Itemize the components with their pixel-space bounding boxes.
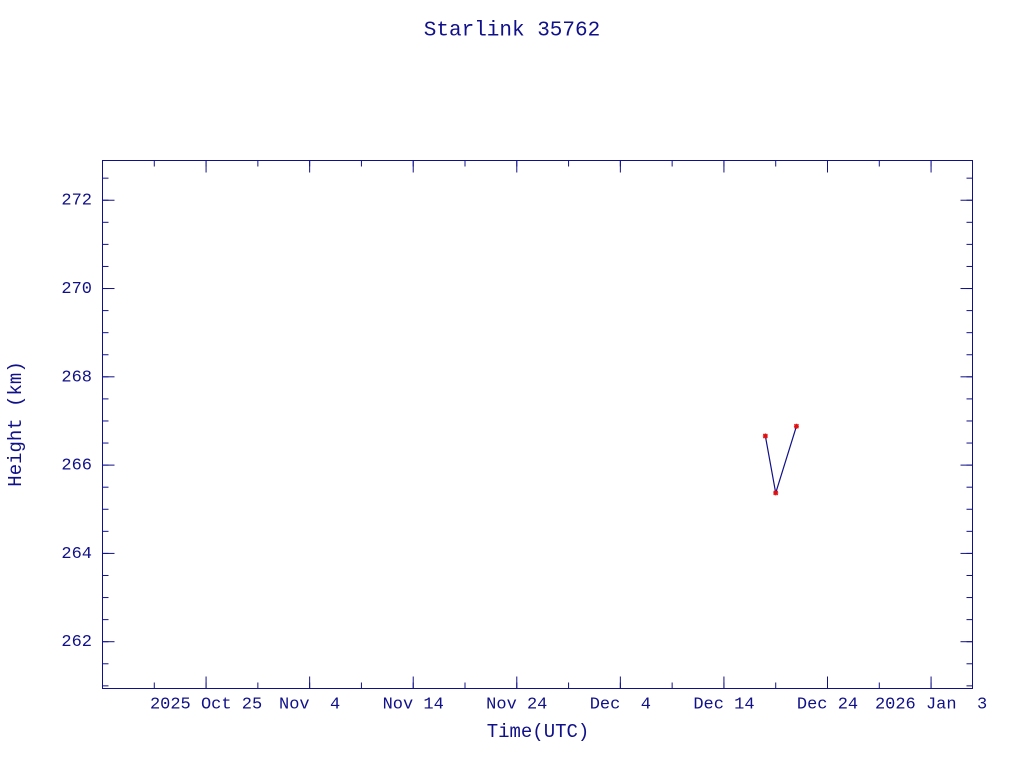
y-tick-label: 264	[61, 545, 92, 564]
y-axis-label: Height (km)	[5, 361, 27, 486]
y-tick-label: 262	[61, 633, 92, 652]
x-tick-label: Nov 14	[383, 695, 444, 714]
y-tick-label: 272	[61, 192, 92, 211]
x-tick-label: Dec 24	[797, 695, 858, 714]
y-tick-label: 266	[61, 457, 92, 476]
x-tick-label: Nov 24	[486, 695, 547, 714]
x-axis-label: Time(UTC)	[487, 721, 590, 743]
y-tick-label: 270	[61, 280, 92, 299]
plot-frame	[102, 160, 973, 689]
y-tick-label: 268	[61, 368, 92, 387]
data-point	[773, 490, 779, 496]
data-line	[764, 426, 798, 494]
x-tick-label: Dec 4	[590, 695, 651, 714]
data-point	[793, 423, 799, 429]
x-tick-label: Nov 4	[279, 695, 340, 714]
x-tick-label: 2026 Jan 3	[875, 695, 987, 714]
x-tick-label: 2025 Oct 25	[150, 695, 262, 714]
data-point	[762, 433, 768, 439]
chart-title: Starlink 35762	[424, 20, 600, 43]
x-tick-label: Dec 14	[693, 695, 754, 714]
